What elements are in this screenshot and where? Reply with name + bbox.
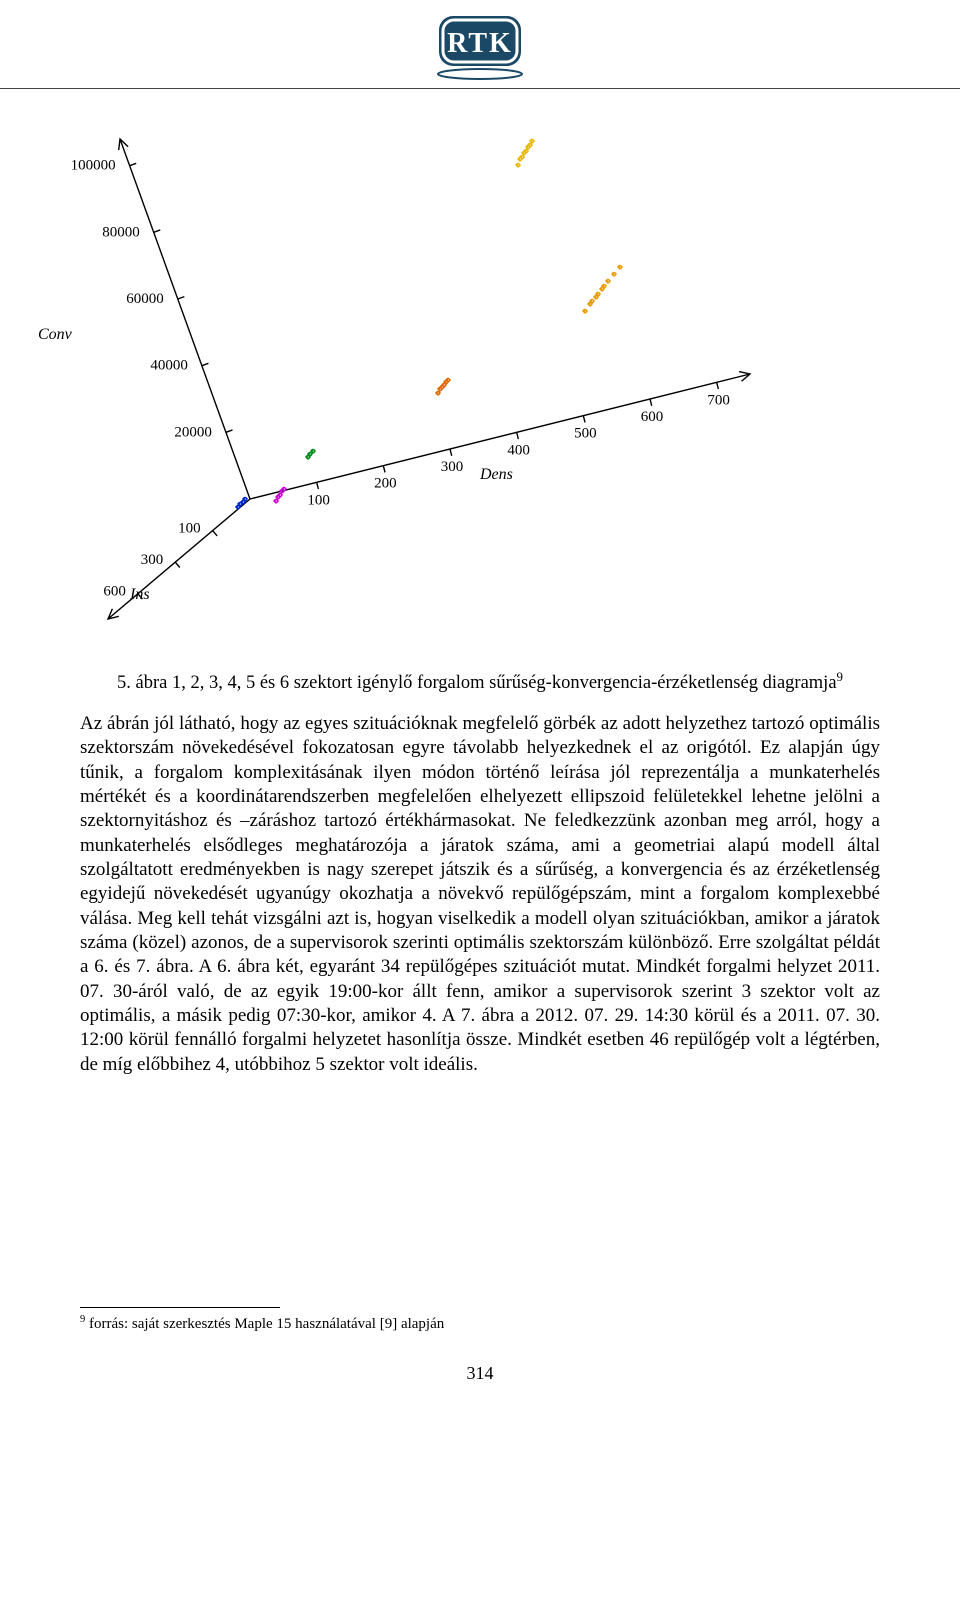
svg-text:20000: 20000 bbox=[174, 424, 212, 440]
page-number: 314 bbox=[0, 1363, 960, 1384]
svg-text:100: 100 bbox=[178, 521, 201, 537]
svg-text:100: 100 bbox=[307, 492, 330, 508]
svg-text:60000: 60000 bbox=[126, 291, 164, 307]
svg-text:Conv: Conv bbox=[38, 326, 73, 343]
footnote: 9 forrás: saját szerkesztés Maple 15 has… bbox=[80, 1314, 880, 1333]
caption-sup: 9 bbox=[837, 669, 843, 684]
svg-text:700: 700 bbox=[707, 392, 730, 408]
3d-scatter-chart: 20000 40000 60000 80000 100000 Conv 100 200 300 4… bbox=[20, 99, 810, 659]
caption-text: 5. ábra 1, 2, 3, 4, 5 és 6 szektort igén… bbox=[117, 673, 837, 693]
page-header: RTK bbox=[0, 0, 960, 89]
svg-text:600: 600 bbox=[103, 584, 126, 600]
svg-text:40000: 40000 bbox=[150, 358, 188, 374]
svg-text:200: 200 bbox=[374, 476, 397, 492]
chart-container: 20000 40000 60000 80000 100000 Conv 100 200 300 4… bbox=[0, 89, 960, 659]
footnote-separator bbox=[80, 1307, 280, 1308]
body-paragraph: Az ábrán jól látható, hogy az egyes szit… bbox=[80, 712, 880, 1077]
svg-text:80000: 80000 bbox=[102, 224, 140, 240]
figure-caption: 5. ábra 1, 2, 3, 4, 5 és 6 szektort igén… bbox=[80, 669, 880, 694]
footnote-text: forrás: saját szerkesztés Maple 15 haszn… bbox=[85, 1316, 444, 1332]
logo-rtk: RTK bbox=[425, 10, 535, 82]
svg-text:300: 300 bbox=[441, 459, 464, 475]
svg-text:100000: 100000 bbox=[71, 158, 116, 174]
svg-text:300: 300 bbox=[141, 552, 164, 568]
svg-text:RTK: RTK bbox=[447, 28, 513, 59]
svg-text:Ins: Ins bbox=[129, 586, 150, 603]
svg-text:600: 600 bbox=[641, 409, 664, 425]
svg-text:500: 500 bbox=[574, 426, 597, 442]
page: RTK 20000400006000080000100000Conv100200… bbox=[0, 0, 960, 1424]
svg-text:400: 400 bbox=[507, 442, 530, 458]
svg-text:Dens: Dens bbox=[479, 466, 513, 483]
